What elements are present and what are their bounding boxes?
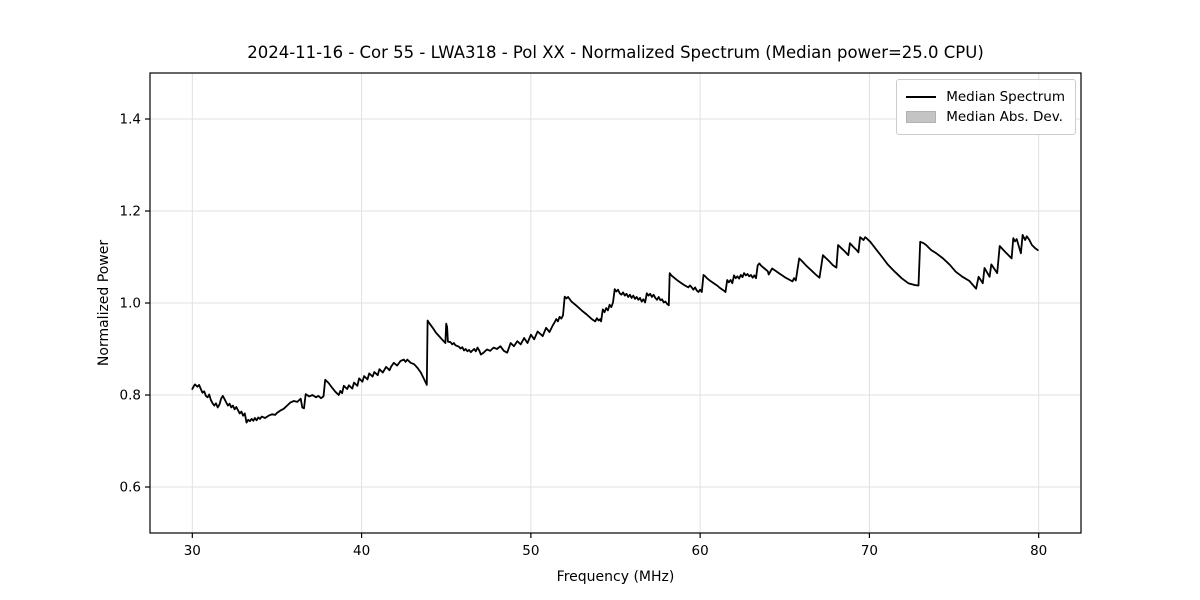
line-swatch-icon xyxy=(906,96,938,98)
x-tick-label: 50 xyxy=(522,543,539,559)
legend-item-median-spectrum: Median Spectrum xyxy=(906,87,1065,107)
y-tick-label: 0.8 xyxy=(120,388,141,404)
legend-item-median-abs-dev: Median Abs. Dev. xyxy=(906,107,1065,127)
y-tick-label: 0.6 xyxy=(120,480,141,496)
legend: Median Spectrum Median Abs. Dev. xyxy=(896,79,1076,135)
x-tick-label: 30 xyxy=(184,543,201,559)
x-tick-label: 70 xyxy=(861,543,878,559)
legend-label: Median Spectrum xyxy=(946,89,1065,105)
median-spectrum-line xyxy=(191,233,1039,424)
patch-swatch-icon xyxy=(906,111,938,123)
x-tick-label: 40 xyxy=(353,543,370,559)
x-tick-label: 80 xyxy=(1030,543,1047,559)
legend-label: Median Abs. Dev. xyxy=(946,109,1063,125)
x-tick-label: 60 xyxy=(692,543,709,559)
chart-title: 2024-11-16 - Cor 55 - LWA318 - Pol XX - … xyxy=(247,43,984,62)
y-tick-label: 1.4 xyxy=(120,112,141,128)
y-tick-label: 1.2 xyxy=(120,204,141,220)
x-axis-label: Frequency (MHz) xyxy=(556,569,675,585)
y-tick-label: 1.0 xyxy=(120,296,141,312)
y-axis-label: Normalized Power xyxy=(96,239,112,367)
